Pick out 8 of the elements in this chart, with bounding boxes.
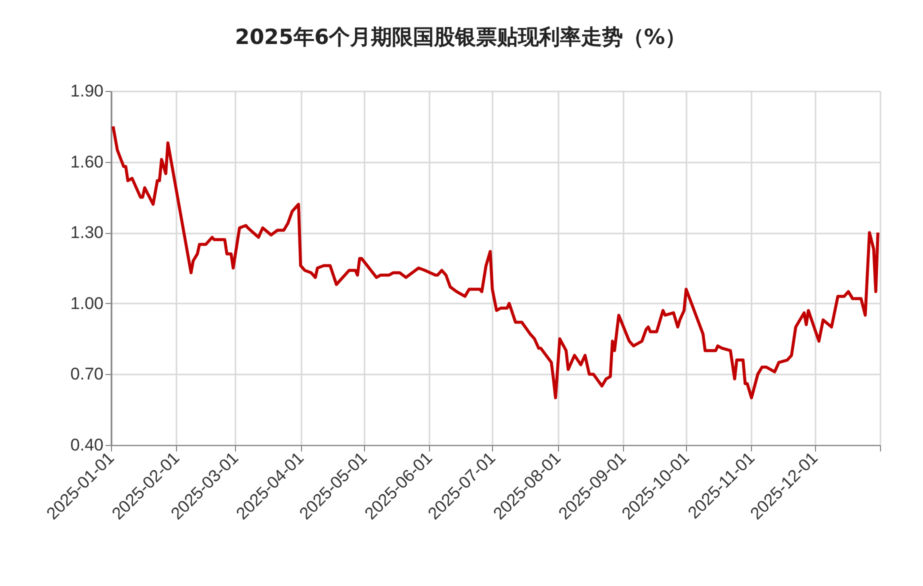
y-tick-label: 1.60 xyxy=(70,152,104,172)
y-tick-label: 1.30 xyxy=(70,223,104,242)
line-series xyxy=(112,124,880,400)
chart-title: 2025年6个月期限国股银票贴现利率走势（%） xyxy=(234,25,686,49)
y-tick-label: 1.90 xyxy=(70,82,104,100)
y-tick-label: 1.00 xyxy=(70,294,104,313)
y-tick-label: 0.70 xyxy=(70,364,104,384)
y-tick-label: 0.40 xyxy=(70,436,104,454)
